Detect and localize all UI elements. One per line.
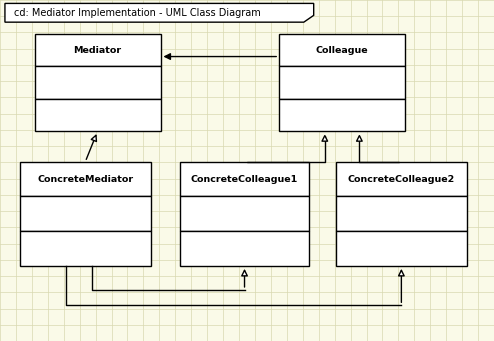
- Bar: [279, 99, 405, 131]
- Bar: [20, 231, 151, 266]
- Bar: [180, 231, 309, 266]
- Bar: [336, 162, 467, 196]
- Bar: [336, 196, 467, 231]
- Bar: [180, 196, 309, 231]
- Text: cd: Mediator Implementation - UML Class Diagram: cd: Mediator Implementation - UML Class …: [14, 8, 260, 18]
- Bar: [20, 196, 151, 231]
- Text: ConcreteMediator: ConcreteMediator: [37, 175, 133, 184]
- Bar: [336, 231, 467, 266]
- Bar: [279, 66, 405, 99]
- Text: ConcreteColleague2: ConcreteColleague2: [348, 175, 455, 184]
- Text: Mediator: Mediator: [74, 46, 122, 55]
- Bar: [180, 162, 309, 196]
- Bar: [35, 34, 161, 66]
- Bar: [20, 162, 151, 196]
- Text: Colleague: Colleague: [316, 46, 369, 55]
- Bar: [279, 34, 405, 66]
- Bar: [35, 99, 161, 131]
- Bar: [35, 66, 161, 99]
- Text: ConcreteColleague1: ConcreteColleague1: [191, 175, 298, 184]
- Polygon shape: [5, 3, 314, 22]
